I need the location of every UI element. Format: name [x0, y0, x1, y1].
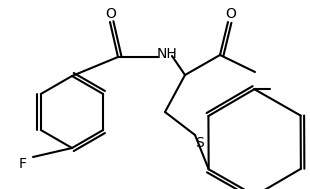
Text: S: S	[195, 136, 203, 150]
Text: O: O	[106, 7, 117, 21]
Text: F: F	[19, 157, 27, 171]
Text: O: O	[226, 7, 237, 21]
Text: NH: NH	[157, 47, 177, 61]
